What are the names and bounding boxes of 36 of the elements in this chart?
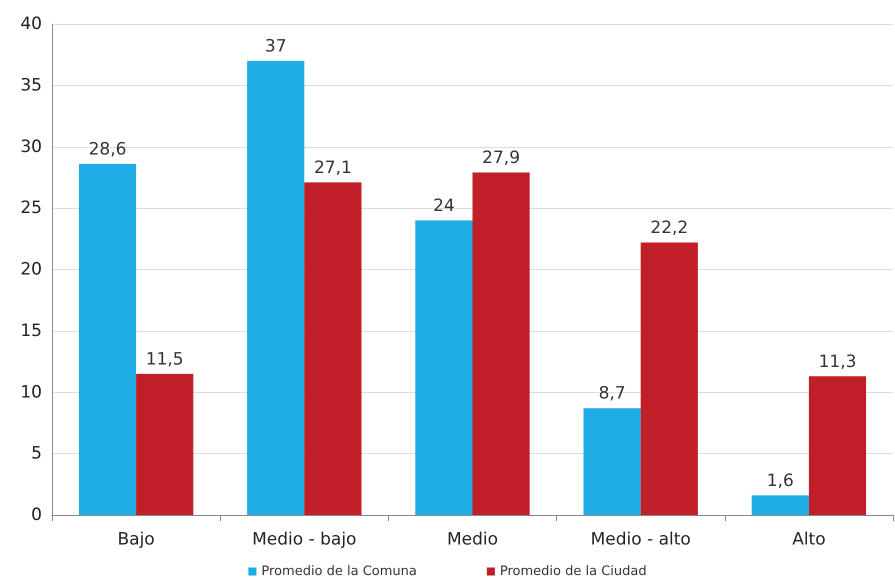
data-label: 27,1 (314, 158, 352, 178)
x-tick-label: Medio - bajo (252, 530, 356, 550)
data-label: 22,2 (650, 218, 688, 238)
data-label: 24 (433, 196, 455, 216)
y-tick-label: 20 (20, 260, 42, 280)
legend-label: Promedio de la Comuna (261, 564, 417, 579)
bar (808, 376, 866, 515)
y-tick-label: 30 (20, 136, 42, 157)
data-label: 37 (264, 36, 287, 56)
data-label: 11,3 (818, 352, 856, 372)
y-tick-label: 40 (20, 14, 42, 34)
y-tick-label: 0 (31, 505, 42, 525)
bar (752, 495, 809, 515)
data-label: 11,5 (146, 349, 184, 370)
legend-label: Promedio de la Ciudad (500, 564, 647, 579)
x-tick-label: Medio - alto (590, 530, 691, 550)
bar (640, 242, 698, 515)
y-tick-label: 25 (20, 198, 42, 218)
data-label: 28,6 (88, 139, 126, 160)
x-tick-label: Medio (446, 530, 498, 550)
y-tick-label: 35 (20, 75, 42, 96)
x-tick-label: Alto (792, 530, 826, 550)
bar (472, 172, 530, 515)
x-tick-label: Bajo (117, 530, 155, 550)
y-tick-label: 15 (20, 320, 42, 341)
y-tick-label: 5 (31, 444, 42, 464)
bar (304, 182, 362, 515)
y-tick-label: 10 (20, 382, 42, 402)
bar (247, 60, 304, 515)
data-label: 27,9 (482, 148, 520, 168)
bar (136, 374, 194, 515)
data-label: 8,7 (598, 384, 626, 404)
data-label: 1,6 (766, 470, 794, 491)
bar (78, 164, 136, 515)
bar (415, 220, 472, 515)
bar (584, 408, 641, 515)
